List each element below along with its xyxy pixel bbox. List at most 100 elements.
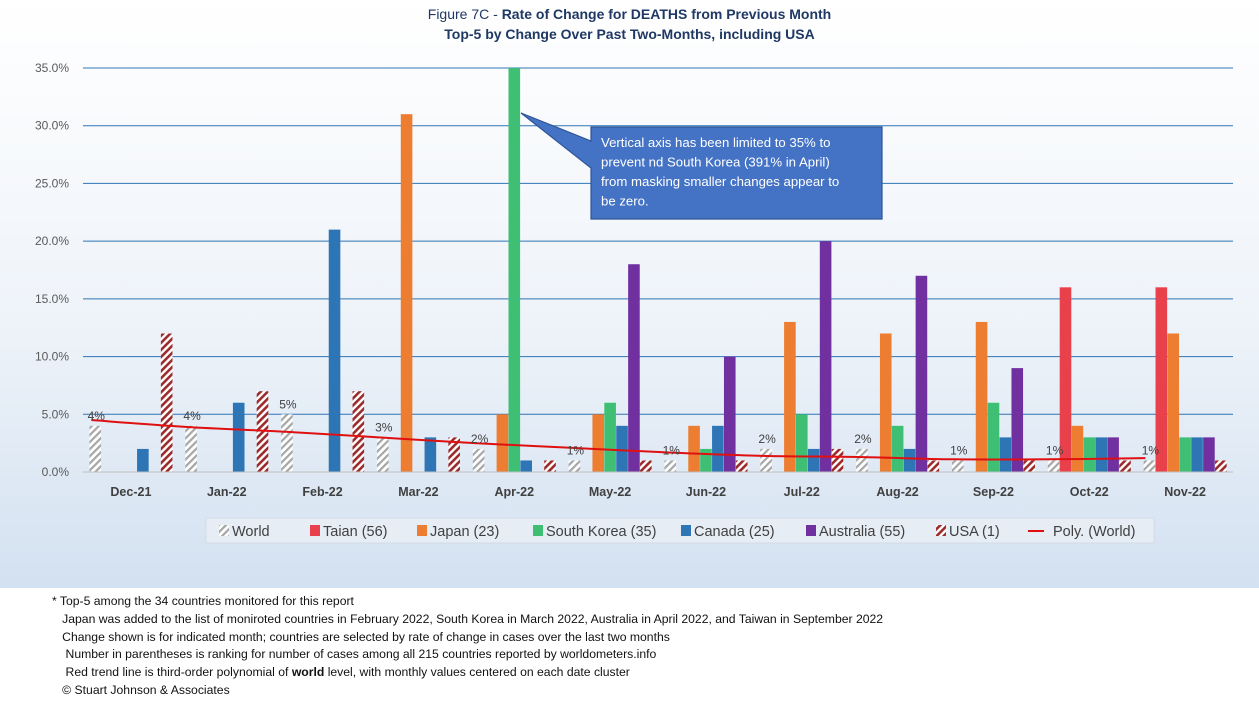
data-label: 5% bbox=[279, 397, 297, 411]
bar bbox=[987, 402, 1000, 472]
chart-area: 0.0% 5.0% 10.0% 15.0% 20.0% 25.0% 30.0% 35.0% 4… bbox=[0, 0, 1259, 588]
footnote-copyright: © Stuart Johnson & Associates bbox=[52, 682, 230, 697]
callout-text-line: prevent nd South Korea (391% in April) bbox=[601, 155, 830, 170]
chart-subtitle: Top-5 by Change Over Past Two-Months, in… bbox=[444, 26, 815, 42]
bar bbox=[1215, 460, 1227, 472]
bar bbox=[999, 437, 1012, 472]
bar bbox=[700, 448, 712, 472]
legend-swatch bbox=[681, 525, 691, 536]
bar bbox=[640, 460, 652, 472]
y-tick-label: 10.0% bbox=[35, 350, 69, 364]
bar bbox=[760, 448, 772, 472]
bar bbox=[807, 448, 820, 472]
bar bbox=[256, 391, 269, 472]
bar bbox=[723, 356, 736, 472]
x-tick-label: Mar-22 bbox=[398, 485, 438, 499]
footnote-line: Japan was added to the list of moniroted… bbox=[52, 611, 884, 626]
bar bbox=[951, 460, 964, 472]
bar bbox=[508, 68, 521, 472]
axis-layer: Dec-21 Jan-22 Feb-22 Mar-22 Apr-22 May-22 Jun-… bbox=[83, 471, 1233, 499]
bar bbox=[712, 425, 724, 472]
bar bbox=[1203, 437, 1215, 472]
footnote-trend-tail: level, with monthly values centered on e… bbox=[324, 665, 630, 680]
x-tick-label: Apr-22 bbox=[494, 485, 534, 499]
bar bbox=[604, 402, 616, 472]
data-label: 2% bbox=[471, 432, 489, 446]
bar bbox=[1191, 437, 1203, 472]
x-tick-label: Feb-22 bbox=[302, 485, 342, 499]
bar bbox=[520, 460, 532, 472]
bar bbox=[1023, 460, 1035, 472]
bar bbox=[784, 321, 796, 472]
bar bbox=[903, 448, 916, 472]
x-tick-label: Oct-22 bbox=[1070, 485, 1109, 499]
bar bbox=[472, 448, 485, 472]
y-tick-label: 35.0% bbox=[35, 61, 69, 75]
chart-svg: 0.0% 5.0% 10.0% 15.0% 20.0% 25.0% 30.0% 35.0% 4… bbox=[35, 61, 1233, 544]
bar bbox=[879, 333, 892, 472]
bar bbox=[1143, 460, 1156, 472]
bar bbox=[975, 321, 988, 472]
y-tick-label: 20.0% bbox=[35, 234, 69, 248]
y-tick-label: 5.0% bbox=[42, 407, 70, 421]
bar bbox=[891, 425, 904, 472]
bar bbox=[544, 460, 556, 472]
data-label: 2% bbox=[758, 432, 776, 446]
callout-text-line: be zero. bbox=[601, 194, 649, 209]
bar bbox=[376, 437, 389, 472]
legend-label: USA (1) bbox=[949, 524, 1000, 540]
footnotes: * Top-5 among the 34 countries monitored… bbox=[52, 593, 883, 700]
bar bbox=[1107, 437, 1119, 472]
y-tick-label: 30.0% bbox=[35, 119, 69, 133]
bar bbox=[592, 414, 605, 472]
legend-swatch bbox=[219, 525, 229, 536]
callout-box bbox=[520, 112, 883, 220]
footnote-trend-text: Red trend line is third-order polynomial… bbox=[52, 665, 292, 680]
x-tick-label: Jan-22 bbox=[207, 485, 247, 499]
bar bbox=[185, 425, 197, 472]
data-label: 1% bbox=[1142, 443, 1160, 457]
bar bbox=[688, 425, 700, 472]
x-tick-label: May-22 bbox=[589, 485, 631, 499]
bar bbox=[1179, 437, 1191, 472]
bar bbox=[1047, 460, 1060, 472]
data-label: 4% bbox=[88, 409, 106, 423]
bar bbox=[352, 391, 365, 472]
bar bbox=[281, 414, 293, 472]
data-label: 1% bbox=[1046, 443, 1064, 457]
bar bbox=[568, 460, 581, 472]
x-tick-label: Dec-21 bbox=[110, 485, 151, 499]
y-tick-label: 25.0% bbox=[35, 176, 69, 190]
callout-text-line: Vertical axis has been limited to 35% to bbox=[601, 135, 830, 150]
bar bbox=[927, 460, 940, 472]
data-label: 4% bbox=[183, 409, 201, 423]
x-tick-label: Jul-22 bbox=[784, 485, 820, 499]
x-tick-label: Nov-22 bbox=[1164, 485, 1206, 499]
legend-box bbox=[205, 517, 1155, 544]
bar bbox=[1083, 437, 1096, 472]
bar bbox=[1119, 460, 1131, 472]
y-tick-label: 0.0% bbox=[42, 465, 70, 479]
data-label: 2% bbox=[854, 432, 872, 446]
legend-swatch bbox=[806, 525, 816, 536]
footnote-line: Number in parentheses is ranking for num… bbox=[52, 647, 657, 662]
callout-layer: Vertical axis has been limited to 35% to… bbox=[520, 112, 883, 220]
bar bbox=[831, 448, 844, 472]
bar bbox=[819, 241, 832, 472]
bar bbox=[137, 448, 149, 472]
callout-text-line: from masking smaller changes appear to bbox=[601, 174, 839, 189]
legend-label: Australia (55) bbox=[819, 524, 905, 540]
legend-swatch bbox=[533, 525, 543, 536]
legend-label: Canada (25) bbox=[694, 524, 775, 540]
x-tick-label: Sep-22 bbox=[973, 485, 1014, 499]
legend-label: Taian (56) bbox=[323, 524, 387, 540]
legend-swatch bbox=[417, 525, 427, 536]
bar bbox=[232, 402, 245, 472]
bar bbox=[1095, 437, 1107, 472]
bar bbox=[1167, 333, 1180, 472]
bar-layer bbox=[89, 68, 1227, 473]
trend-line bbox=[91, 419, 1146, 461]
title-main: Rate of Change for DEATHS from Previous … bbox=[501, 6, 832, 22]
legend-label: Poly. (World) bbox=[1053, 524, 1135, 540]
data-label: 3% bbox=[375, 420, 393, 434]
